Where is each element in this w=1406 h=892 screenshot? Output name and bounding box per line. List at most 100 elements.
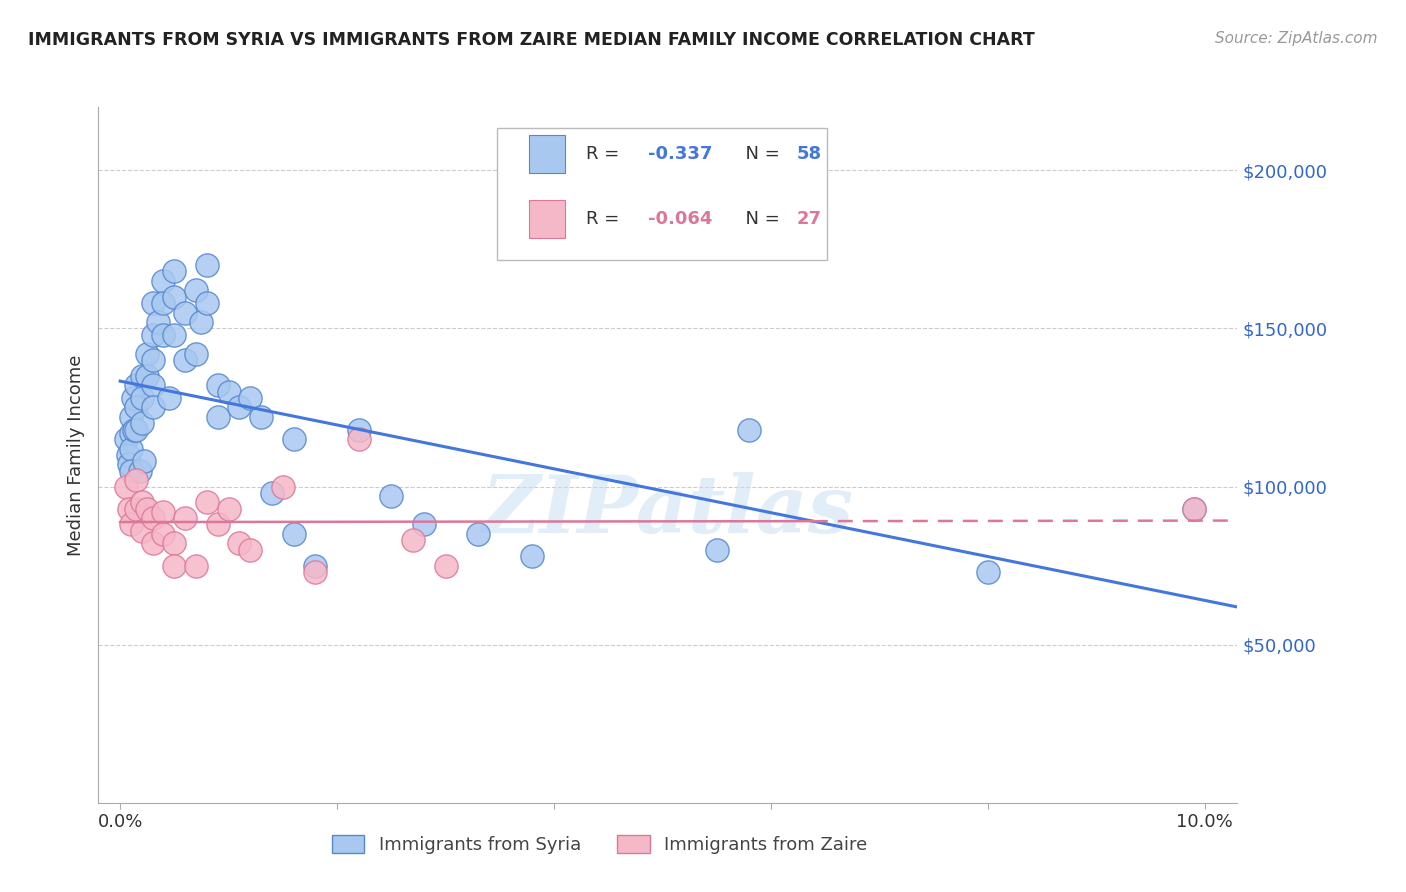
Point bbox=[207, 378, 229, 392]
Point bbox=[402, 533, 425, 548]
Point bbox=[120, 517, 142, 532]
Text: -0.337: -0.337 bbox=[648, 145, 713, 163]
Point bbox=[120, 409, 142, 424]
Point bbox=[184, 284, 207, 298]
Point bbox=[174, 305, 197, 319]
Point bbox=[118, 501, 141, 516]
Point bbox=[239, 391, 262, 405]
Point bbox=[132, 454, 155, 468]
Text: Source: ZipAtlas.com: Source: ZipAtlas.com bbox=[1215, 31, 1378, 46]
Text: 58: 58 bbox=[797, 145, 821, 163]
Text: ZIPatlas: ZIPatlas bbox=[482, 472, 853, 549]
Point bbox=[163, 536, 186, 550]
Point bbox=[195, 258, 218, 272]
Point bbox=[195, 495, 218, 509]
Point bbox=[157, 391, 180, 405]
Point bbox=[114, 479, 136, 493]
Point bbox=[228, 536, 250, 550]
Point bbox=[142, 536, 165, 550]
Point bbox=[142, 296, 165, 310]
Point bbox=[131, 391, 153, 405]
FancyBboxPatch shape bbox=[498, 128, 827, 260]
Point bbox=[412, 517, 434, 532]
Point bbox=[136, 347, 159, 361]
Point bbox=[120, 442, 142, 456]
Point bbox=[142, 327, 165, 342]
Point bbox=[977, 565, 1000, 579]
Y-axis label: Median Family Income: Median Family Income bbox=[66, 354, 84, 556]
Point bbox=[163, 327, 186, 342]
Point bbox=[120, 464, 142, 478]
FancyBboxPatch shape bbox=[529, 135, 565, 173]
Point bbox=[122, 423, 145, 437]
Point bbox=[125, 401, 148, 415]
Text: R =: R = bbox=[586, 210, 624, 227]
Point bbox=[304, 558, 326, 573]
Point bbox=[239, 542, 262, 557]
Point bbox=[706, 542, 728, 557]
Point bbox=[125, 378, 148, 392]
Point bbox=[218, 501, 240, 516]
Point bbox=[1182, 501, 1205, 516]
Point bbox=[114, 432, 136, 446]
Point bbox=[522, 549, 544, 563]
FancyBboxPatch shape bbox=[529, 200, 565, 238]
Text: N =: N = bbox=[734, 145, 786, 163]
Point bbox=[152, 274, 174, 288]
Point bbox=[142, 511, 165, 525]
Point bbox=[250, 409, 273, 424]
Point bbox=[163, 290, 186, 304]
Point bbox=[304, 565, 326, 579]
Point bbox=[131, 368, 153, 383]
Text: 27: 27 bbox=[797, 210, 821, 227]
Point bbox=[146, 315, 169, 329]
Point bbox=[152, 327, 174, 342]
Text: IMMIGRANTS FROM SYRIA VS IMMIGRANTS FROM ZAIRE MEDIAN FAMILY INCOME CORRELATION : IMMIGRANTS FROM SYRIA VS IMMIGRANTS FROM… bbox=[28, 31, 1035, 49]
Point bbox=[207, 409, 229, 424]
Legend: Immigrants from Syria, Immigrants from Zaire: Immigrants from Syria, Immigrants from Z… bbox=[323, 826, 876, 863]
Point bbox=[118, 458, 141, 472]
Point bbox=[218, 384, 240, 399]
Point bbox=[467, 527, 489, 541]
Point bbox=[174, 511, 197, 525]
Point bbox=[271, 479, 294, 493]
Point bbox=[260, 486, 283, 500]
Point bbox=[125, 501, 148, 516]
Point bbox=[207, 517, 229, 532]
Point bbox=[184, 558, 207, 573]
Point bbox=[347, 432, 370, 446]
Point bbox=[142, 401, 165, 415]
Point bbox=[163, 264, 186, 278]
Point bbox=[190, 315, 212, 329]
Point bbox=[152, 527, 174, 541]
Point bbox=[122, 391, 145, 405]
Text: R =: R = bbox=[586, 145, 624, 163]
Point bbox=[174, 353, 197, 368]
Point bbox=[128, 464, 150, 478]
Point bbox=[117, 448, 139, 462]
Point bbox=[152, 505, 174, 519]
Point bbox=[131, 495, 153, 509]
Point bbox=[142, 353, 165, 368]
Point bbox=[184, 347, 207, 361]
Point bbox=[131, 524, 153, 538]
Point bbox=[1182, 501, 1205, 516]
Point bbox=[347, 423, 370, 437]
Point bbox=[434, 558, 457, 573]
Point bbox=[136, 501, 159, 516]
Point bbox=[136, 368, 159, 383]
Point bbox=[195, 296, 218, 310]
Point bbox=[380, 489, 402, 503]
Point bbox=[120, 425, 142, 440]
Text: -0.064: -0.064 bbox=[648, 210, 713, 227]
Point bbox=[228, 401, 250, 415]
Point bbox=[163, 558, 186, 573]
Text: N =: N = bbox=[734, 210, 786, 227]
Point bbox=[738, 423, 761, 437]
Point bbox=[142, 378, 165, 392]
Point bbox=[283, 432, 305, 446]
Point bbox=[283, 527, 305, 541]
Point bbox=[125, 473, 148, 487]
Point bbox=[152, 296, 174, 310]
Point bbox=[131, 417, 153, 431]
